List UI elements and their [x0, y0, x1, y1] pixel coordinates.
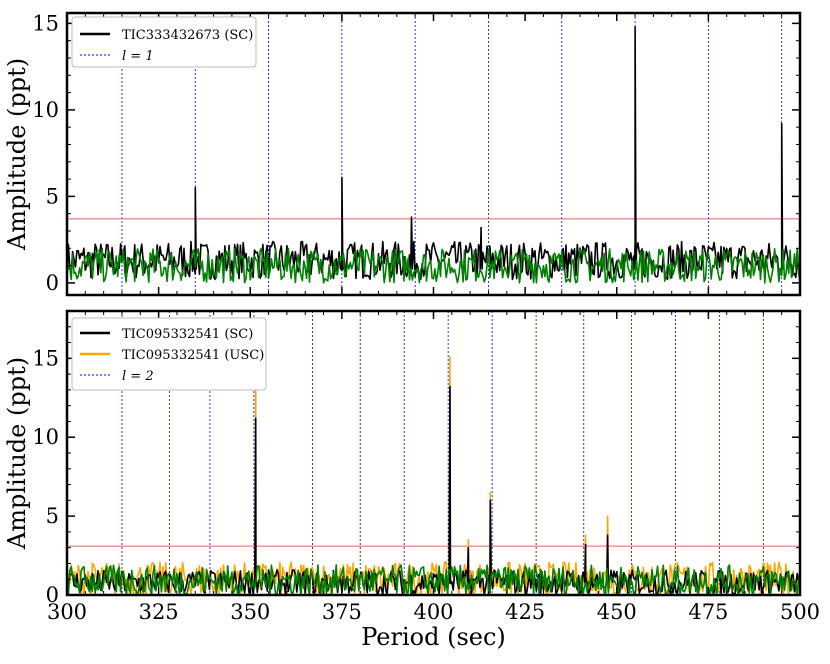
series-line [67, 356, 800, 595]
y-tick-label: 10 [32, 98, 59, 122]
top-legend-l1-label: l = 1 [122, 49, 154, 64]
y-tick-label: 5 [46, 184, 59, 208]
bottom-legend-l2-label: l = 2 [122, 369, 154, 384]
x-tick-label: 500 [780, 600, 820, 624]
x-tick-label: 425 [505, 600, 545, 624]
top-legend: TIC333432673 (SC) l = 1 [71, 16, 257, 68]
bottom-panel: 300 325 350 375 400 425 450 475 500 0 5 10 15 Amplit… [3, 309, 820, 651]
y-tick-label: 0 [46, 583, 59, 607]
bottom-y-axis-label: Amplitude (ppt) [3, 357, 31, 550]
y-tick-label: 0 [46, 271, 59, 295]
x-tick-label: 300 [47, 600, 87, 624]
bottom-series-group [67, 356, 800, 595]
top-series-group [67, 26, 800, 284]
bottom-ticks: 300 325 350 375 400 425 450 475 500 0 5 10 15 [32, 311, 820, 624]
y-tick-label: 15 [32, 346, 59, 370]
bottom-legend-usc-label: TIC095332541 (USC) [122, 348, 264, 363]
bottom-legend-box [71, 317, 267, 391]
x-tick-label: 375 [322, 600, 362, 624]
top-y-axis-label: Amplitude (ppt) [3, 58, 31, 251]
x-tick-label: 325 [139, 600, 179, 624]
x-tick-label: 475 [688, 600, 728, 624]
x-tick-label: 350 [230, 600, 270, 624]
x-tick-label: 400 [413, 600, 453, 624]
series-line [67, 26, 800, 281]
series-line [67, 564, 800, 595]
top-legend-sc-label: TIC333432673 (SC) [122, 28, 253, 43]
top-legend-box [71, 16, 257, 68]
top-ticks: 0 5 10 15 [32, 11, 801, 295]
x-tick-label: 450 [597, 600, 637, 624]
y-tick-label: 15 [32, 11, 59, 35]
y-tick-label: 5 [46, 504, 59, 528]
top-panel: 0 5 10 15 Amplitude (ppt) TIC333432673 (SC)… [3, 11, 802, 297]
bottom-mode-lines [121, 311, 764, 595]
bottom-legend-sc-label: TIC095332541 (SC) [122, 327, 253, 342]
bottom-legend: TIC095332541 (SC) TIC095332541 (USC) l =… [71, 317, 267, 391]
series-line [67, 385, 800, 595]
bottom-x-axis-label: Period (sec) [361, 623, 506, 651]
series-line [67, 247, 800, 284]
y-tick-label: 10 [32, 425, 59, 449]
